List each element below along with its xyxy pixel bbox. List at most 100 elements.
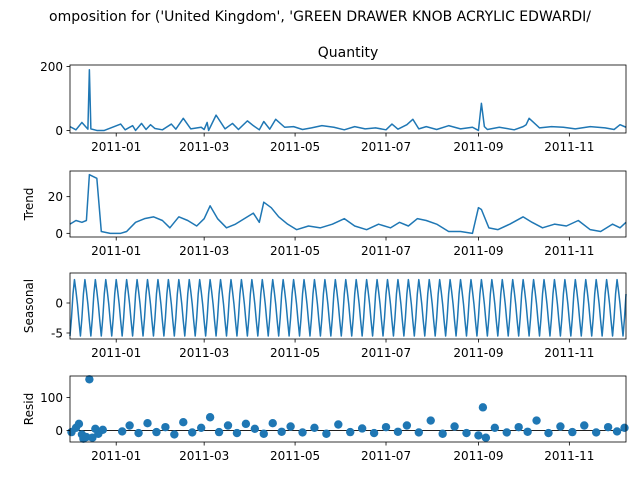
seasonal-panel: 2011-01 2011-03 2011-05 2011-07 2011-09 2011-… bbox=[22, 272, 627, 360]
resid-point bbox=[523, 427, 532, 436]
resid-point bbox=[490, 423, 500, 433]
seasonal-series-line bbox=[69, 278, 627, 337]
trend-y-axis-label: Trend bbox=[22, 188, 36, 222]
resid-point bbox=[232, 428, 242, 438]
seasonal-y-axis-label: Seasonal bbox=[22, 279, 36, 333]
resid-point bbox=[478, 403, 488, 412]
resid-point bbox=[196, 423, 206, 433]
trend-axes-frame bbox=[69, 170, 627, 238]
y-tick-label: 0 bbox=[55, 227, 63, 241]
resid-point bbox=[241, 419, 251, 429]
resid-point bbox=[74, 419, 84, 429]
y-tick-label: 0 bbox=[55, 297, 63, 311]
x-tick-label: 2011-01 bbox=[91, 244, 141, 258]
y-tick-label: 100 bbox=[40, 391, 63, 405]
resid-point bbox=[544, 428, 553, 438]
resid-point bbox=[481, 433, 491, 442]
x-tick-label: 2011-07 bbox=[361, 244, 411, 258]
x-tick-label: 2011-01 bbox=[91, 449, 141, 463]
y-tick-label: 20 bbox=[48, 190, 63, 204]
x-tick-label: 2011-09 bbox=[453, 346, 503, 360]
x-tick-label: 2011-05 bbox=[270, 140, 320, 154]
resid-point bbox=[179, 418, 188, 427]
resid-point bbox=[125, 421, 134, 430]
x-tick-label: 2011-07 bbox=[361, 140, 411, 154]
x-tick-label: 2011-11 bbox=[544, 346, 594, 360]
resid-point bbox=[603, 422, 613, 432]
resid-point bbox=[98, 425, 107, 434]
resid-panel: 2011-01 2011-03 2011-05 2011-07 2011-09 2011-… bbox=[22, 375, 629, 463]
y-tick-label: 200 bbox=[40, 60, 63, 74]
x-tick-label: 2011-03 bbox=[179, 244, 229, 258]
x-tick-label: 2011-03 bbox=[179, 346, 229, 360]
resid-point bbox=[462, 428, 471, 438]
resid-point bbox=[502, 428, 511, 437]
resid-point bbox=[143, 418, 152, 428]
figure-suptitle: omposition for ('United Kingdom', 'GREEN… bbox=[49, 9, 591, 25]
resid-point bbox=[117, 427, 127, 436]
x-tick-label: 2011-03 bbox=[179, 140, 229, 154]
resid-point bbox=[268, 418, 277, 428]
resid-point bbox=[532, 416, 541, 425]
resid-point bbox=[369, 428, 379, 438]
resid-point bbox=[134, 428, 143, 438]
resid-point bbox=[310, 423, 319, 433]
x-tick-label: 2011-11 bbox=[544, 244, 594, 258]
resid-point bbox=[334, 420, 343, 429]
resid-point bbox=[152, 427, 161, 437]
quantity-panel: 2011-01 2011-03 2011-05 2011-07 2011-09 2011-… bbox=[40, 45, 627, 154]
x-tick-label: 2011-11 bbox=[544, 140, 594, 154]
resid-point bbox=[438, 429, 447, 438]
seasonal-axes-frame bbox=[69, 272, 627, 340]
resid-point bbox=[612, 427, 622, 436]
y-tick-label: 0 bbox=[55, 424, 63, 438]
resid-point bbox=[381, 422, 391, 432]
x-tick-label: 2011-09 bbox=[453, 244, 503, 258]
resid-y-axis-label: Resid bbox=[22, 393, 36, 425]
quantity-series-line bbox=[69, 69, 627, 132]
x-tick-label: 2011-05 bbox=[270, 346, 320, 360]
x-tick-label: 2011-07 bbox=[361, 346, 411, 360]
x-tick-label: 2011-01 bbox=[91, 346, 141, 360]
resid-point bbox=[620, 423, 629, 433]
resid-point bbox=[591, 428, 601, 437]
resid-point bbox=[414, 428, 424, 437]
resid-point bbox=[322, 429, 331, 438]
trend-series-line bbox=[69, 173, 627, 235]
trend-panel: 2011-01 2011-03 2011-05 2011-07 2011-09 2011-… bbox=[22, 170, 627, 258]
resid-axes-frame bbox=[69, 375, 627, 443]
quantity-axes-title: Quantity bbox=[318, 45, 379, 61]
resid-point bbox=[393, 427, 403, 436]
resid-point bbox=[259, 429, 268, 438]
resid-point bbox=[205, 413, 215, 422]
x-tick-label: 2011-09 bbox=[453, 140, 503, 154]
resid-point bbox=[568, 427, 577, 437]
x-tick-label: 2011-01 bbox=[91, 140, 141, 154]
resid-point bbox=[214, 427, 224, 437]
x-tick-label: 2011-05 bbox=[270, 449, 320, 463]
resid-point bbox=[357, 424, 367, 433]
resid-point bbox=[88, 433, 97, 442]
resid-point bbox=[277, 427, 286, 436]
resid-point bbox=[346, 427, 355, 437]
resid-point bbox=[85, 375, 94, 384]
y-tick-label: 0 bbox=[55, 124, 63, 138]
resid-point bbox=[402, 421, 412, 430]
x-tick-label: 2011-09 bbox=[453, 449, 503, 463]
resid-point bbox=[474, 431, 483, 440]
x-tick-label: 2011-07 bbox=[361, 449, 411, 463]
y-tick-label: -5 bbox=[51, 327, 63, 341]
resid-point bbox=[298, 428, 307, 437]
resid-point bbox=[426, 416, 435, 425]
resid-point bbox=[556, 422, 565, 431]
decomposition-panels: 2011-01 2011-03 2011-05 2011-07 2011-09 2011-… bbox=[22, 45, 629, 463]
resid-point bbox=[188, 428, 197, 437]
resid-point bbox=[161, 422, 170, 432]
resid-point bbox=[223, 421, 233, 430]
resid-point bbox=[170, 430, 179, 439]
x-tick-label: 2011-05 bbox=[270, 244, 320, 258]
resid-point bbox=[514, 422, 523, 432]
resid-point bbox=[580, 421, 589, 430]
resid-point bbox=[286, 422, 295, 431]
